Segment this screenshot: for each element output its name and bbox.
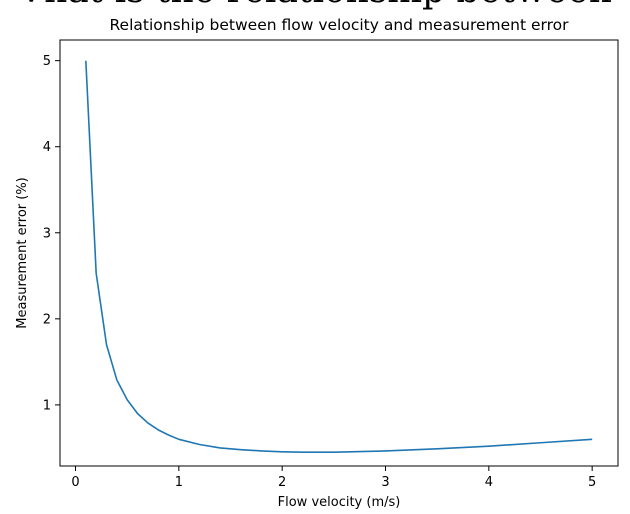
top-cropped-text: Vhat is the relationship between [0, 0, 630, 11]
y-tick-label: 1 [43, 398, 51, 413]
y-tick-label: 4 [43, 140, 51, 155]
x-tick-label: 2 [278, 475, 286, 490]
x-tick-label: 1 [175, 475, 183, 490]
x-tick-label: 4 [485, 475, 493, 490]
y-tick-label: 2 [43, 312, 51, 327]
x-tick-label: 3 [381, 475, 389, 490]
x-axis-label: Flow velocity (m/s) [278, 495, 401, 510]
y-axis-label: Measurement error (%) [15, 177, 30, 328]
chart-title: Relationship between flow velocity and m… [109, 16, 569, 34]
series-line [85, 60, 593, 454]
x-axis-ticks: 0 1 2 3 4 5 [71, 466, 596, 490]
plot-area-frame [59, 39, 619, 467]
x-tick-label: 5 [588, 475, 596, 490]
y-axis-ticks: 1 2 3 4 5 [43, 54, 60, 413]
x-tick-label: 0 [71, 475, 79, 490]
y-tick-label: 3 [43, 226, 51, 241]
y-tick-label: 5 [43, 54, 51, 69]
